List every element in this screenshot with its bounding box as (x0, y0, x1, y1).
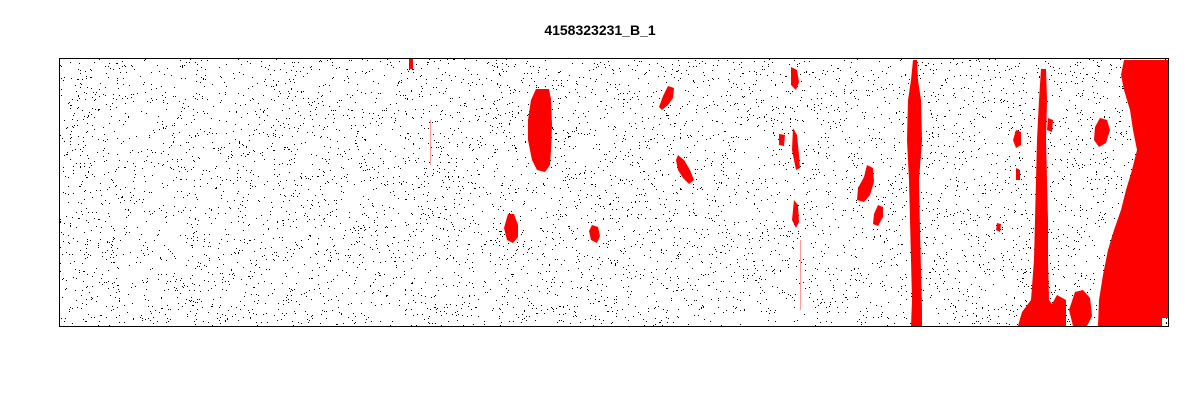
chart-title: 4158323231_B_1 (544, 22, 656, 38)
red-blob-12 (1013, 130, 1021, 148)
red-blob-15 (1094, 118, 1110, 147)
red-faint-line-1 (430, 120, 431, 165)
red-blob-10 (857, 165, 874, 202)
red-blob-4 (504, 214, 518, 243)
speckle-dots (60, 59, 1168, 326)
red-mark-top-left (409, 59, 413, 69)
red-blob-14 (1047, 118, 1053, 132)
speckle-layer (60, 59, 1168, 326)
red-blob-large (528, 89, 552, 172)
red-blob-11 (873, 205, 883, 226)
red-blob-8 (779, 134, 785, 146)
defect-layer (409, 59, 1168, 326)
red-blob-16 (996, 223, 1001, 232)
red-blob-2 (659, 86, 674, 110)
red-blob-6 (791, 67, 799, 90)
red-blob-7 (792, 128, 800, 170)
red-blob-13 (1016, 168, 1020, 180)
red-blob-5 (589, 225, 600, 243)
red-blob-3 (676, 155, 694, 184)
red-right-edge (1098, 60, 1168, 326)
red-column-1 (907, 60, 922, 326)
plot-frame (59, 58, 1169, 327)
red-blob-9 (792, 200, 799, 228)
red-faint-line-2 (800, 240, 801, 310)
red-column-2 (1018, 69, 1066, 326)
red-blob-bottom (1069, 290, 1092, 326)
